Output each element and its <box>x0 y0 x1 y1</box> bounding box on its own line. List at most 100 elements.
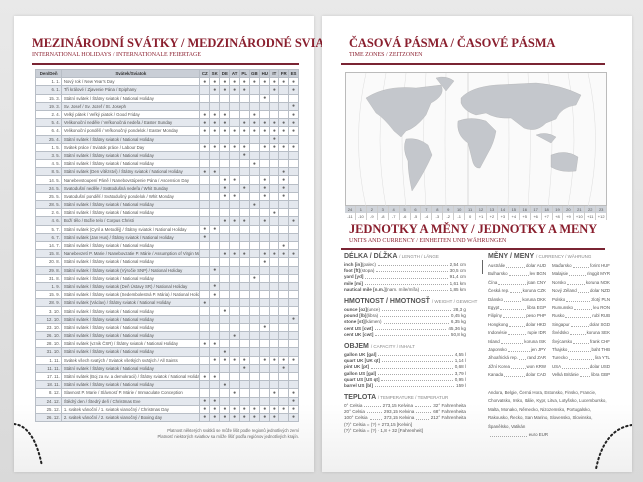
country-cell-gb: ● <box>248 412 261 423</box>
country-cell-at <box>229 322 240 333</box>
holiday-dot-icon: ● <box>252 275 256 282</box>
leader-dots <box>377 262 448 267</box>
country-cell-de: ● <box>219 380 231 390</box>
country-cell-cz <box>199 347 211 357</box>
unit-name: foot [ft] <box>344 268 361 274</box>
holiday-dot-icon: ● <box>223 414 227 421</box>
leader-dots <box>375 332 449 337</box>
country-cell-it <box>269 216 280 226</box>
country-cell-at: ● <box>229 412 240 423</box>
currency-row: Jihoafrická rep. rand ZAR <box>488 354 546 362</box>
holiday-dot-icon: ● <box>252 414 256 421</box>
country-cell-at <box>229 240 240 251</box>
country-cell-de: ● <box>219 118 231 128</box>
unit-name: yard [yd] <box>344 274 364 280</box>
country-cell-pl <box>238 159 250 169</box>
timezone-offset: -5 <box>411 213 422 220</box>
country-cell-hu <box>259 371 271 382</box>
holiday-dot-icon: ● <box>292 316 296 323</box>
country-cell-es <box>288 322 299 333</box>
country-cell-fr: ● <box>278 142 290 152</box>
holiday-dot-icon: ● <box>203 340 207 347</box>
euro-label: euro EUR <box>528 432 548 438</box>
currency-country: Česká rep. <box>488 288 510 294</box>
currency-row: Dánsko koruna DKK <box>488 296 546 304</box>
country-cell-sk <box>209 175 221 185</box>
currency-name: lev BGN <box>529 271 546 277</box>
currency-country: Kanada <box>488 372 504 378</box>
timezone-hour: 1 <box>356 206 367 213</box>
country-cell-gb <box>248 249 261 259</box>
holiday-date: 3. 5. <box>34 150 63 161</box>
timezone-hour: 5 <box>400 206 411 213</box>
country-cell-hu: ● <box>259 183 271 193</box>
country-cell-pl <box>238 134 250 144</box>
holiday-name: Státní svátek / Štátny sviatok (Deň Ústa… <box>61 281 201 292</box>
currency-row: Švédsko koruna SEK <box>552 329 610 337</box>
country-cell-gb <box>248 339 261 349</box>
table-row: 2. 4. Velký pátek / Veľký piatok / Good F… <box>34 109 299 120</box>
leader-dots <box>416 409 432 414</box>
leader-dots <box>416 415 429 420</box>
country-cell-de: ● <box>219 126 231 136</box>
country-cell-es <box>288 232 299 242</box>
weight-title: HMOTNOST / HMOTNOSŤ <box>344 298 430 305</box>
temperature-sub: / TEMPERATURE / TEMPERATUR <box>377 395 449 400</box>
temp-k: 273,15 Kelvina <box>382 403 414 408</box>
country-cell-es: ● <box>288 142 299 152</box>
weight-heading: HMOTNOST / HMOTNOSŤ / WEIGHT / GEWICHT <box>344 298 477 305</box>
holiday-dot-icon: ● <box>233 144 237 151</box>
holiday-dot-icon: ● <box>272 406 276 413</box>
country-cell-sk <box>209 232 221 242</box>
country-cell-it: ● <box>269 118 280 128</box>
holiday-dot-icon: ● <box>263 177 267 184</box>
currency-row: Rusko rubl RUB <box>552 312 610 320</box>
unit-value: 4,55 l <box>454 352 466 357</box>
holiday-dot-icon: ● <box>292 86 296 93</box>
currency-name: jüan CNY <box>527 279 546 285</box>
table-row: 1. 9. Státní svátek / Štátny sviatok (Deň… <box>34 281 299 292</box>
holiday-name: Státní svátek (vznik ČSR) / Štátny sviat… <box>61 339 201 349</box>
footnote-sk: Platnosť niektorých sviatkov sa môže líš… <box>157 434 299 439</box>
country-cell-fr <box>278 412 290 423</box>
unit-name: gallon UK [gal] <box>344 352 377 357</box>
col-country-de: DE <box>219 68 231 79</box>
leader-dots <box>382 307 452 312</box>
country-cell-de <box>219 281 231 292</box>
country-cell-cz <box>199 216 211 226</box>
temp-c: 100° Celsia <box>344 415 368 421</box>
country-cell-es <box>288 273 299 283</box>
country-cell-pl <box>238 199 250 210</box>
currency-name: rand ZAR <box>527 355 546 361</box>
country-cell-gb: ● <box>248 109 261 120</box>
unit-value: 0,68 l <box>454 364 466 370</box>
holiday-dot-icon: ● <box>213 78 217 85</box>
holiday-dot-icon: ● <box>272 119 276 126</box>
timezone-offset: +1 <box>476 213 487 220</box>
holiday-dot-icon: ● <box>282 406 286 413</box>
holiday-date: 17. 11. <box>34 371 63 382</box>
leader-dots <box>375 326 447 330</box>
holiday-date: 6. 1. <box>34 85 63 95</box>
leader-dots <box>579 371 591 378</box>
unit-value: 1,85 km <box>449 286 466 292</box>
country-cell-hu <box>259 281 271 292</box>
unit-row: quart UK [UK qt] 1,14 l <box>344 358 466 364</box>
unit-name: cent UK [cwt] <box>344 331 374 337</box>
holiday-dot-icon: ● <box>223 86 227 93</box>
country-cell-es <box>288 380 299 390</box>
country-cell-hu <box>259 380 271 390</box>
country-cell-de <box>219 134 231 144</box>
leader-dots <box>376 268 448 273</box>
unit-value: 0,95 l <box>454 376 466 382</box>
country-cell-sk: ● <box>209 167 221 177</box>
leader-dots <box>415 403 432 408</box>
country-cell-fr <box>278 232 290 242</box>
holiday-date: 1. 5. <box>34 142 63 152</box>
unit-local-name: (kámen) <box>364 319 382 325</box>
unit-local-name: (stopa) <box>360 268 375 274</box>
currency-name: koruna DKK <box>522 296 546 302</box>
country-cell-es: ● <box>288 412 299 423</box>
country-cell-de <box>219 265 231 275</box>
country-cell-fr: ● <box>278 118 290 128</box>
